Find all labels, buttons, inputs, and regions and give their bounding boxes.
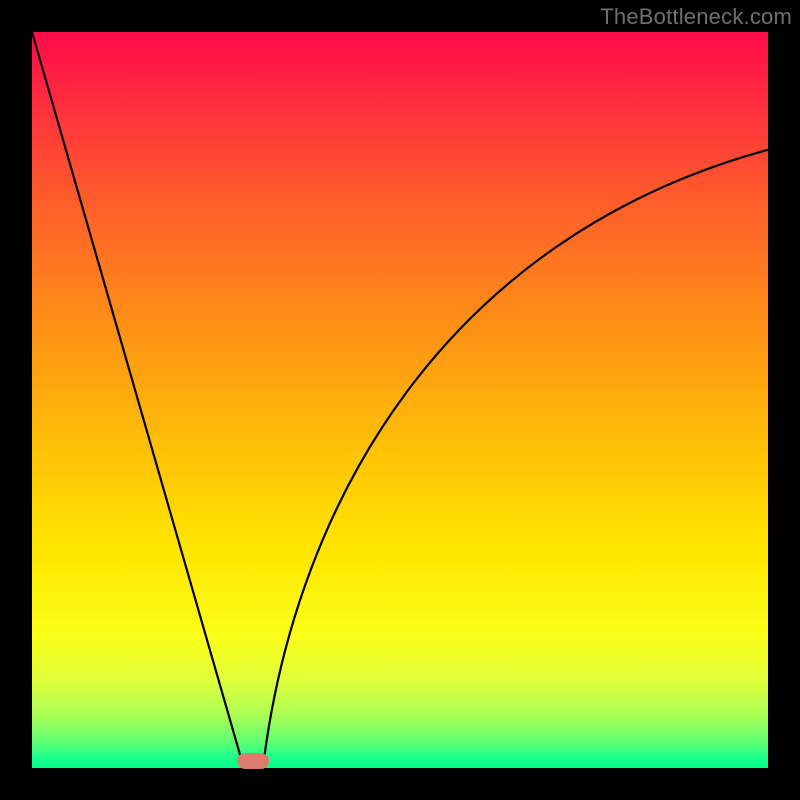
watermark-text: TheBottleneck.com: [600, 4, 792, 30]
bottleneck-curve: [32, 32, 768, 768]
optimum-marker: [237, 753, 269, 769]
figure-container: TheBottleneck.com: [0, 0, 800, 800]
plot-area: [32, 32, 768, 768]
